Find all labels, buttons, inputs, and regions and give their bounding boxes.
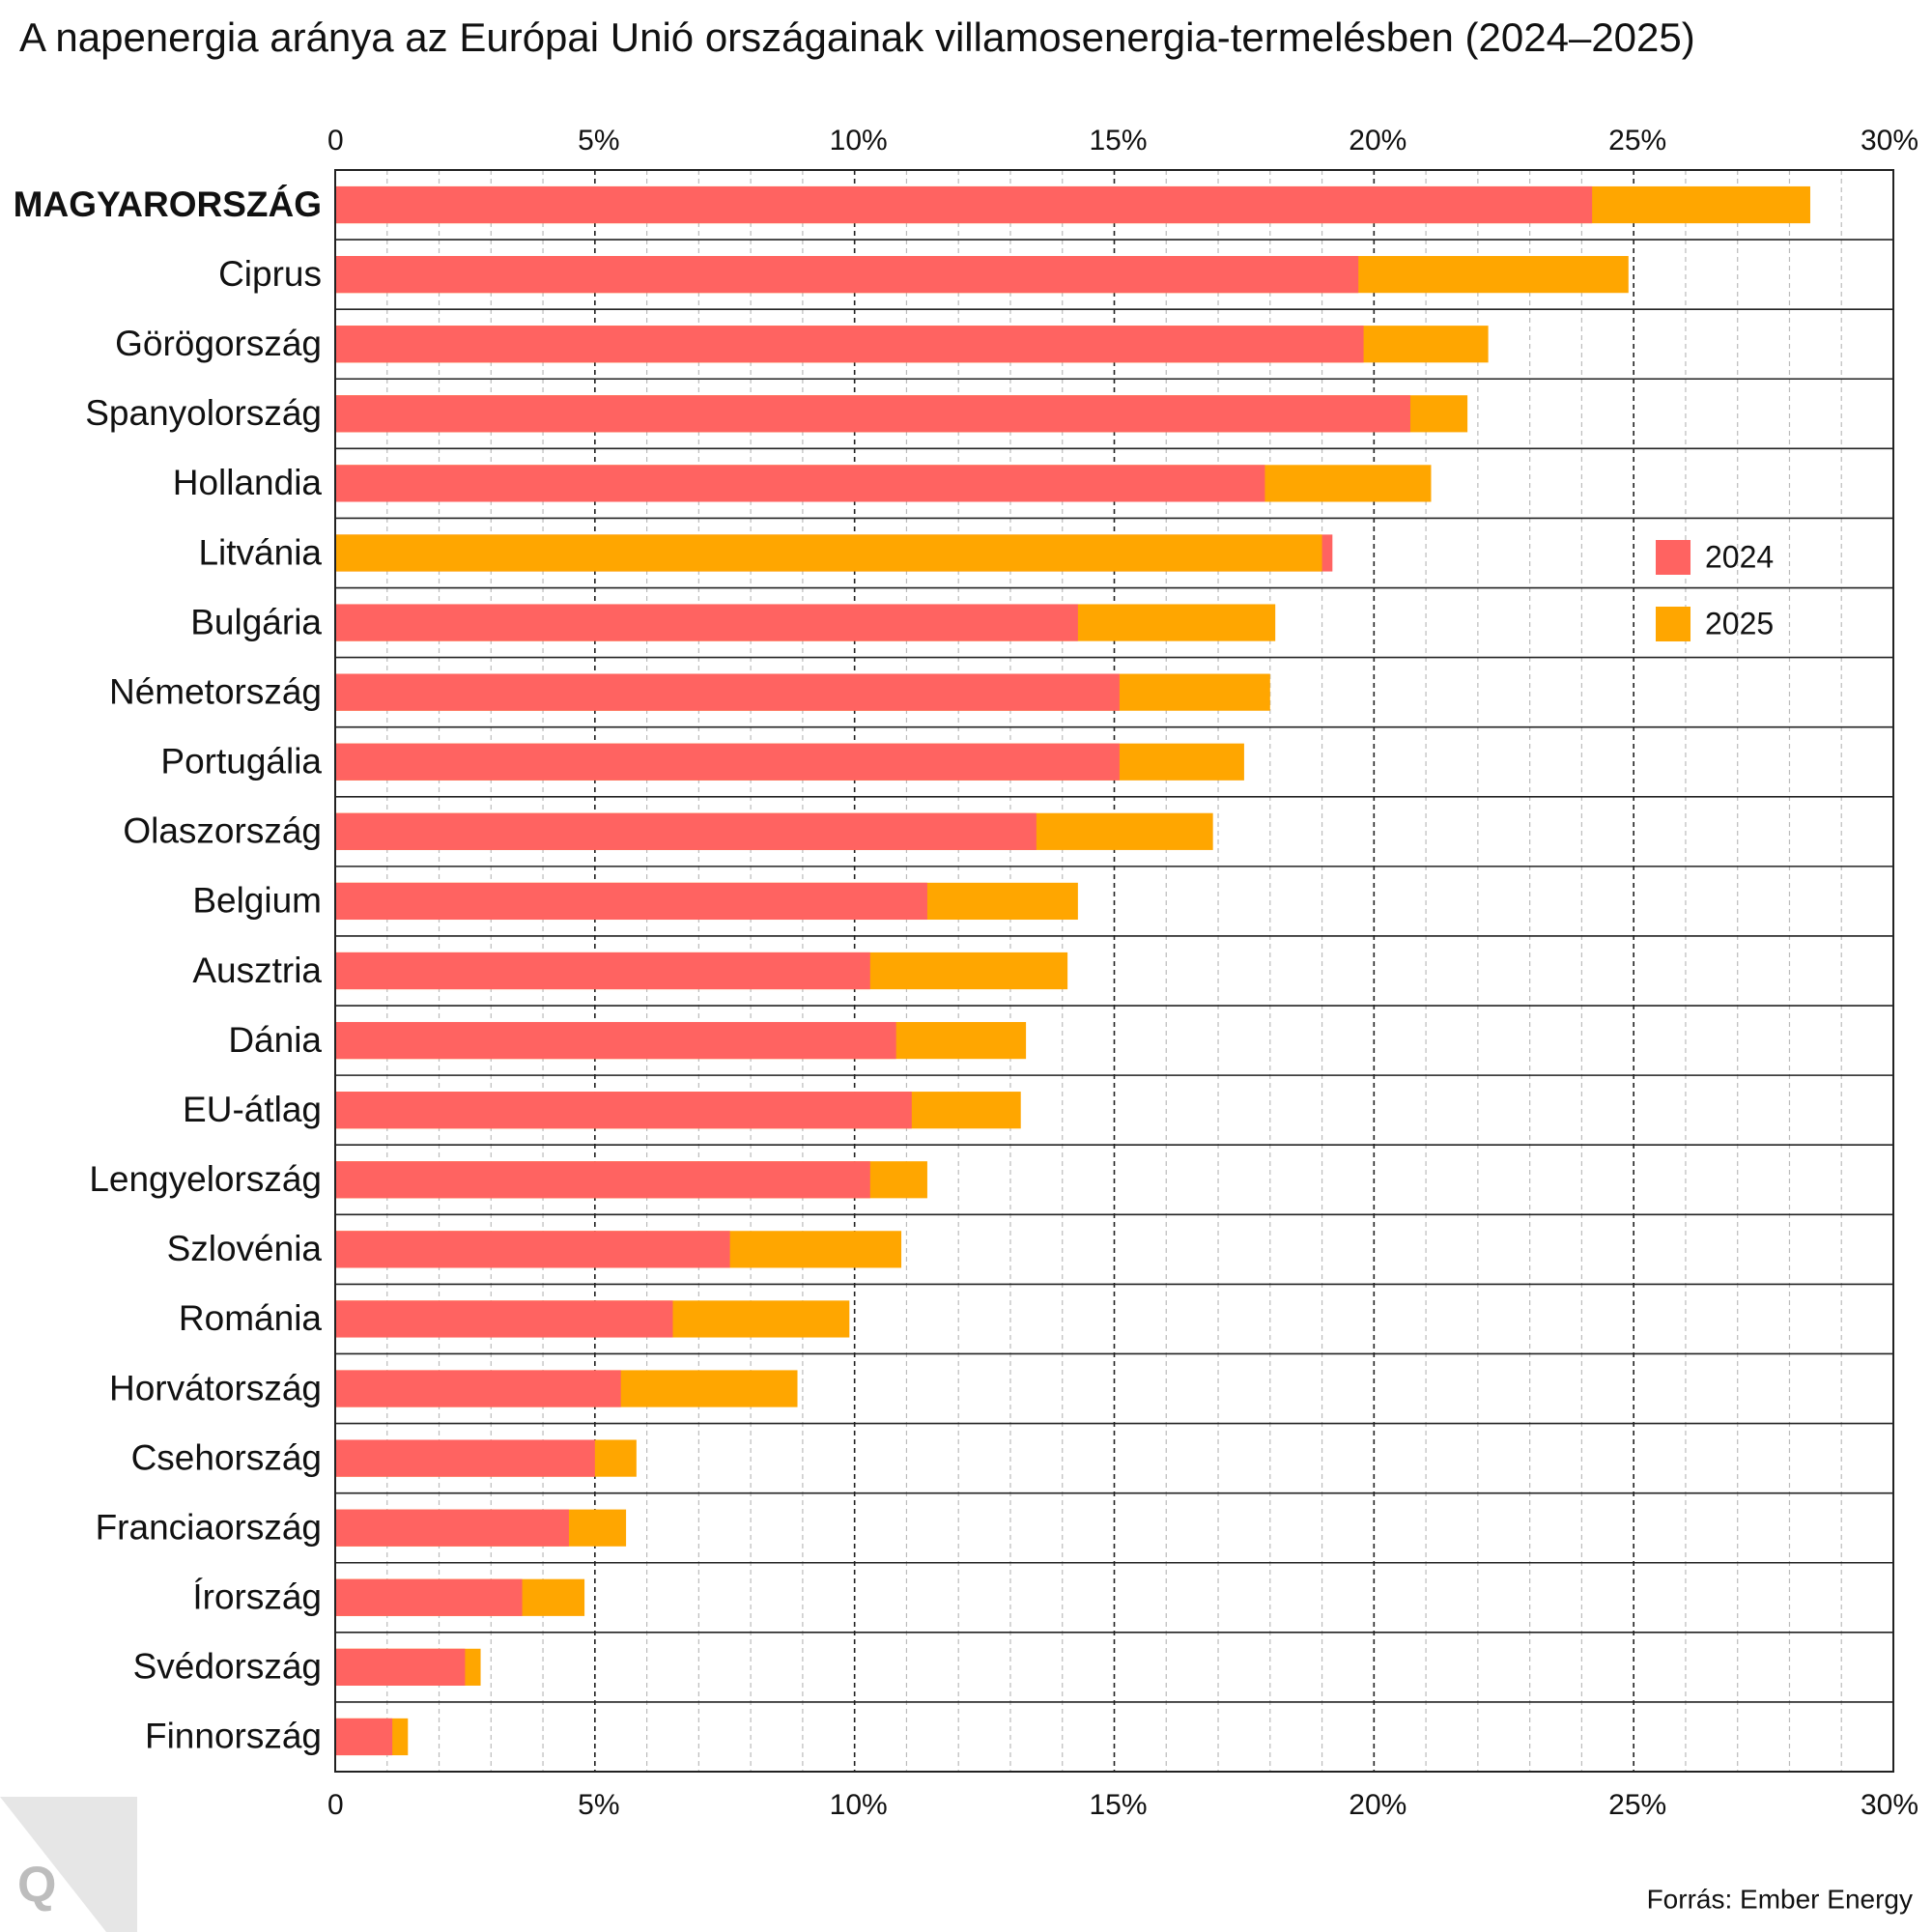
x-tick-label: 25% xyxy=(1608,1789,1666,1821)
y-tick-label: Bulgária xyxy=(190,602,322,641)
bar xyxy=(335,743,1120,781)
x-tick-label: 25% xyxy=(1608,125,1666,156)
y-tick-label: Ciprus xyxy=(218,254,322,294)
y-tick-label: Görögország xyxy=(115,324,322,363)
y-tick-label: Románia xyxy=(179,1298,322,1338)
y-tick-label: Írország xyxy=(192,1577,322,1617)
y-tick-label: Lengyelország xyxy=(89,1159,322,1199)
bar xyxy=(335,465,1265,502)
y-tick-label: Horvátország xyxy=(109,1368,322,1407)
bar xyxy=(335,812,1037,850)
bar xyxy=(335,256,1359,294)
y-tick-label: Belgium xyxy=(192,881,322,921)
bar xyxy=(335,1161,870,1199)
bar xyxy=(335,1648,466,1686)
x-tick-label: 15% xyxy=(1089,125,1147,156)
y-tick-label: Németország xyxy=(109,671,322,711)
x-tick-label: 5% xyxy=(578,1789,619,1821)
legend-swatch xyxy=(1656,607,1690,641)
x-tick-label: 15% xyxy=(1089,1789,1147,1821)
bar xyxy=(335,534,1322,572)
y-tick-label: Csehország xyxy=(131,1437,322,1477)
bar xyxy=(335,1021,896,1060)
x-tick-label: 5% xyxy=(578,125,619,156)
x-tick-label: 0 xyxy=(327,1789,344,1821)
y-tick-label: Dánia xyxy=(228,1020,322,1060)
bar xyxy=(335,952,870,990)
chart-title: A napenergia aránya az Európai Unió orsz… xyxy=(19,14,1695,60)
bar xyxy=(335,395,1410,433)
y-tick-label: Finnország xyxy=(145,1717,322,1756)
bar xyxy=(335,185,1593,224)
bar xyxy=(335,1370,621,1407)
legend-swatch xyxy=(1656,540,1690,575)
bar xyxy=(335,1300,673,1338)
y-tick-label: Litvánia xyxy=(198,532,322,572)
x-tick-label: 0 xyxy=(327,125,344,156)
bar xyxy=(335,604,1078,641)
y-tick-label: Spanyolország xyxy=(85,393,322,433)
plot-border xyxy=(334,169,1894,1773)
logo-shape xyxy=(0,1797,137,1932)
y-tick-label: Franciaország xyxy=(96,1507,322,1547)
logo: Q xyxy=(17,1858,56,1914)
y-tick-label: EU-átlag xyxy=(183,1090,322,1129)
legend-label: 2025 xyxy=(1705,606,1774,640)
x-tick-label: 30% xyxy=(1861,125,1918,156)
bar xyxy=(335,326,1364,363)
x-tick-label: 10% xyxy=(830,125,888,156)
bar xyxy=(335,1578,523,1616)
source: Forrás: Ember Energy xyxy=(1647,1884,1913,1914)
y-tick-label: Portugália xyxy=(160,742,322,781)
y-tick-label: MAGYARORSZÁG xyxy=(14,185,322,224)
bar xyxy=(335,882,927,921)
x-tick-label: 20% xyxy=(1349,125,1406,156)
bar xyxy=(335,1231,730,1268)
bar xyxy=(335,1439,595,1477)
x-tick-label: 10% xyxy=(830,1789,888,1821)
y-tick-label: Olaszország xyxy=(123,811,322,851)
y-tick-label: Svédország xyxy=(133,1647,322,1687)
bar xyxy=(335,1092,912,1129)
y-tick-label: Ausztria xyxy=(192,951,322,990)
x-tick-label: 30% xyxy=(1861,1789,1918,1821)
bar xyxy=(335,1509,569,1547)
bar xyxy=(335,673,1120,711)
x-tick-label: 20% xyxy=(1349,1789,1406,1821)
y-tick-label: Szlovénia xyxy=(167,1229,323,1268)
legend-label: 2024 xyxy=(1705,539,1774,574)
y-tick-label: Hollandia xyxy=(173,463,323,502)
bar xyxy=(335,1718,393,1756)
